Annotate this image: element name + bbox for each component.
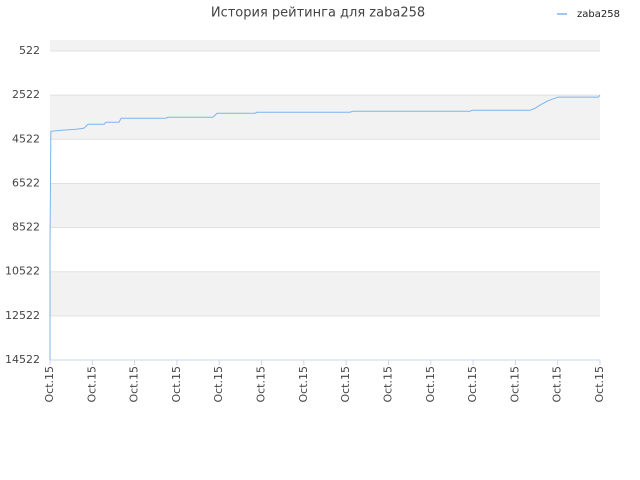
grid-band <box>50 95 600 140</box>
y-tick-label: 4522 <box>12 132 40 145</box>
grid-band <box>50 40 600 52</box>
x-tick-label: Oct.15 <box>255 366 268 403</box>
x-tick-label: Oct.15 <box>43 366 56 403</box>
y-tick-label: 6522 <box>12 176 40 189</box>
x-tick-label: Oct.15 <box>424 366 437 403</box>
x-tick-label: Oct.15 <box>297 366 310 403</box>
line-series <box>49 94 601 360</box>
x-tick-label: Oct.15 <box>212 366 225 403</box>
x-tick-label: Oct.15 <box>128 366 141 403</box>
x-tick-label: Oct.15 <box>170 366 183 403</box>
grid-band <box>50 271 600 316</box>
x-tick-label: Oct.15 <box>593 366 606 403</box>
chart-title: История рейтинга для zaba258 <box>211 6 425 21</box>
y-tick-label: 12522 <box>5 309 40 322</box>
x-tick-label: Oct.15 <box>508 366 521 403</box>
y-tick-label: 522 <box>19 44 40 57</box>
y-tick-label: 8522 <box>12 221 40 234</box>
x-tick-label: Oct.15 <box>381 366 394 403</box>
y-tick-label: 14522 <box>5 353 40 366</box>
legend-label: zaba258 <box>577 9 620 20</box>
x-tick-label: Oct.15 <box>85 366 98 403</box>
grid-band <box>50 183 600 228</box>
x-tick-label: Oct.15 <box>339 366 352 403</box>
x-tick-label: Oct.15 <box>551 366 564 403</box>
y-tick-label: 10522 <box>5 265 40 278</box>
y-tick-label: 2522 <box>12 88 40 101</box>
x-tick-label: Oct.15 <box>466 366 479 403</box>
